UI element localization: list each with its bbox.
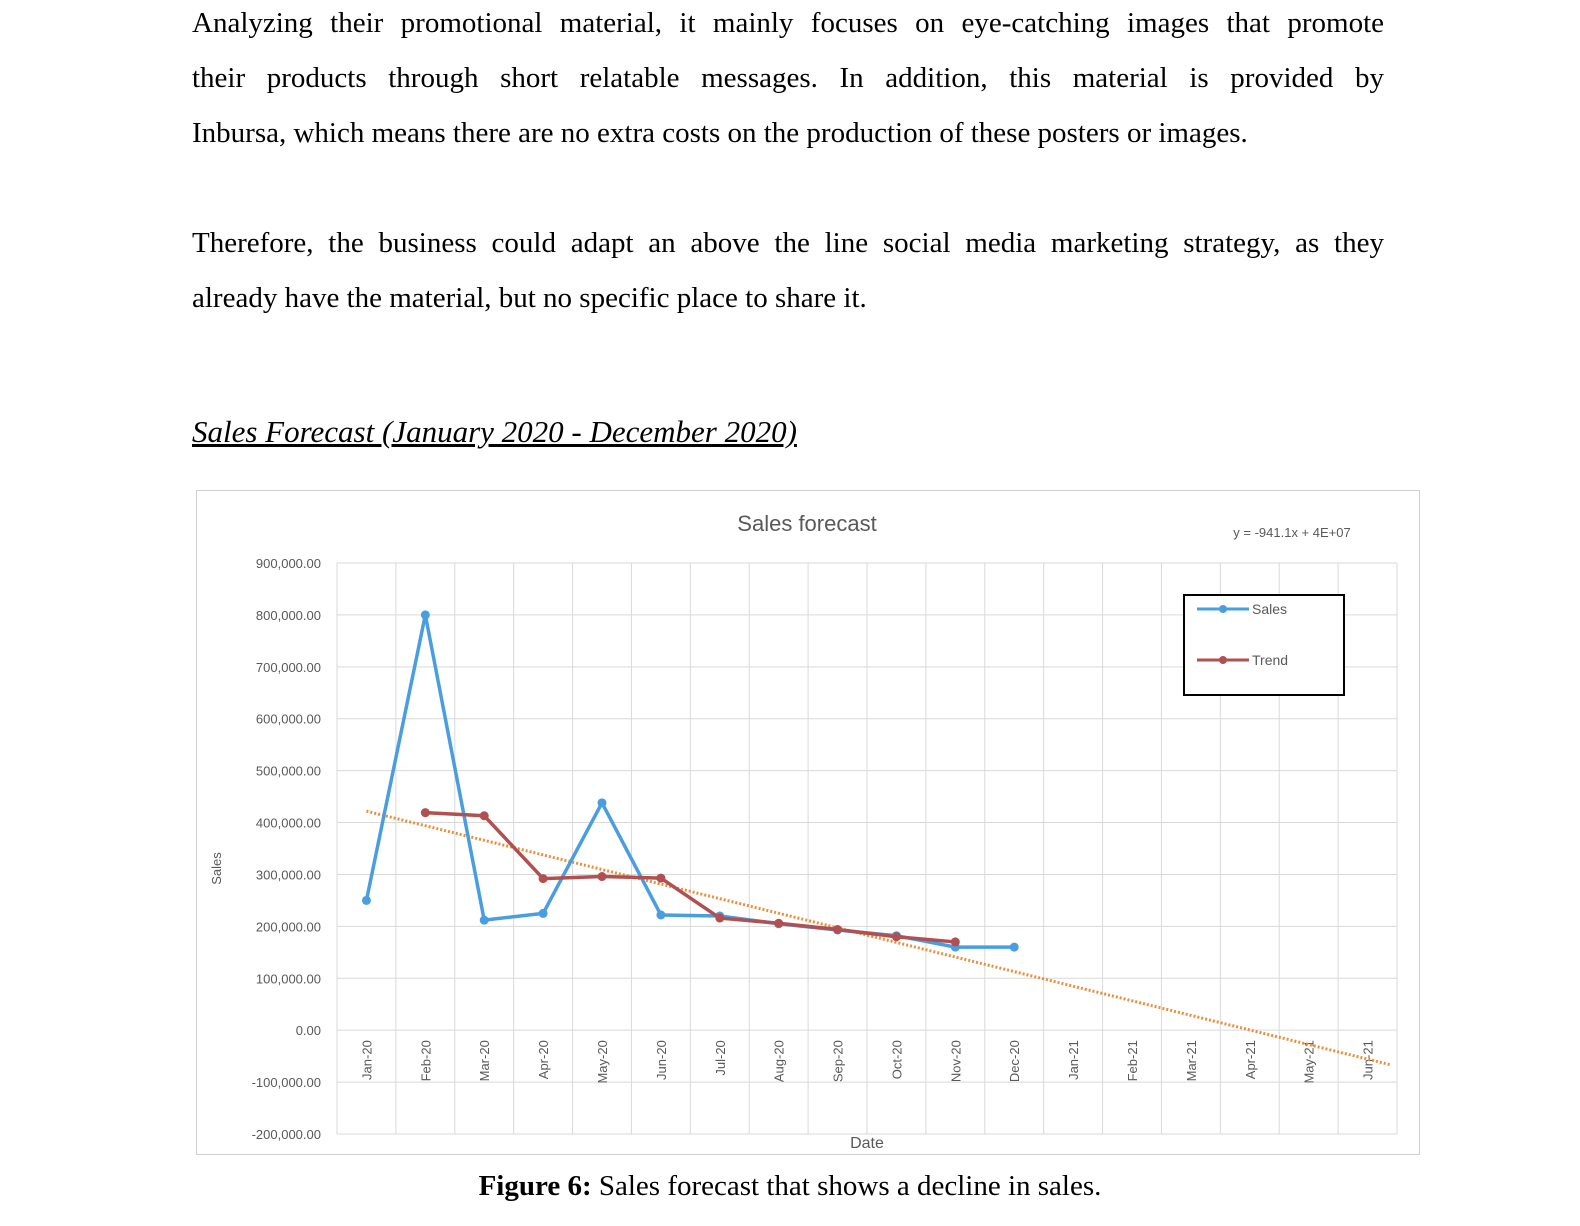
data-point-sales: [656, 910, 666, 920]
chart-title: Sales forecast: [737, 511, 876, 536]
y-tick-label: 700,000.00: [256, 660, 321, 675]
legend: Sales Trend: [1183, 594, 1345, 696]
x-tick-label: Jan-21: [1066, 1040, 1081, 1080]
y-tick-label: 200,000.00: [256, 919, 321, 934]
x-axis-label: Date: [850, 1135, 884, 1152]
figure-caption: Figure 6: Sales forecast that shows a de…: [0, 1170, 1580, 1203]
paragraph-line: their products through short relatable m…: [192, 62, 1384, 94]
data-point-trend: [538, 874, 548, 884]
legend-marker-trend: [1219, 656, 1227, 664]
sales-forecast-chart: Sales forecast y = -941.1x + 4E+07 900,000…: [209, 511, 1398, 1152]
paragraph-line: Analyzing their promotional material, it…: [192, 7, 1384, 39]
x-tick-label: May-20: [595, 1040, 610, 1083]
y-tick-label: -200,000.00: [252, 1127, 321, 1142]
x-tick-label: Mar-21: [1184, 1040, 1199, 1081]
trendline-equation: y = -941.1x + 4E+07: [1233, 525, 1350, 540]
data-point-trend: [891, 932, 901, 942]
y-tick-label: 300,000.00: [256, 867, 321, 882]
x-tick-label: Jun-20: [654, 1040, 669, 1080]
paragraph-promotional-material: Analyzing their promotional material, it…: [192, 0, 1384, 161]
x-tick-label: Aug-20: [772, 1040, 787, 1082]
x-tick-label: Mar-20: [477, 1040, 492, 1081]
y-tick-label: 500,000.00: [256, 764, 321, 779]
data-point-sales: [597, 798, 607, 808]
legend-label-sales: Sales: [1252, 601, 1287, 617]
paragraph-line: already have the material, but no specif…: [192, 282, 867, 314]
y-tick-label: 0.00: [296, 1023, 321, 1038]
legend-label-trend: Trend: [1252, 652, 1288, 668]
data-point-sales: [1009, 942, 1019, 952]
x-tick-label: Apr-21: [1243, 1040, 1258, 1079]
data-point-trend: [656, 873, 666, 883]
data-point-sales: [361, 895, 371, 905]
y-tick-label: 800,000.00: [256, 608, 321, 623]
x-tick-label: Nov-20: [948, 1040, 963, 1082]
caption-text: Sales forecast that shows a decline in s…: [591, 1170, 1102, 1202]
y-tick-label: 100,000.00: [256, 971, 321, 986]
section-title: Sales Forecast (January 2020 - December …: [192, 414, 797, 449]
chart-container: Sales forecast y = -941.1x + 4E+07 900,000…: [196, 490, 1420, 1155]
caption-label: Figure 6:: [478, 1170, 592, 1202]
linear-trendline: [366, 809, 1392, 1067]
data-point-sales: [479, 915, 489, 925]
y-axis-label: Sales: [209, 852, 224, 885]
data-point-sales: [538, 908, 548, 918]
y-tick-label: 400,000.00: [256, 816, 321, 831]
data-point-trend: [715, 913, 725, 923]
y-tick-label: -100,000.00: [252, 1075, 321, 1090]
y-tick-label: 600,000.00: [256, 712, 321, 727]
y-tick-label: 900,000.00: [256, 556, 321, 571]
series-line-trend: [425, 810, 956, 944]
x-tick-label: Dec-20: [1007, 1040, 1022, 1082]
data-point-trend: [597, 872, 607, 882]
x-tick-label: Jul-20: [713, 1040, 728, 1075]
data-point-trend: [950, 937, 960, 947]
paragraph-line: Therefore, the business could adapt an a…: [192, 227, 1384, 259]
x-tick-label: Sep-20: [831, 1040, 846, 1082]
x-tick-label: Jan-20: [359, 1040, 374, 1080]
paragraph-line: Inbursa, which means there are no extra …: [192, 117, 1248, 149]
data-point-sales: [420, 610, 430, 620]
paragraph-marketing-strategy: Therefore, the business could adapt an a…: [192, 216, 1384, 326]
x-tick-label: May-21: [1302, 1040, 1317, 1083]
x-tick-label: Apr-20: [536, 1040, 551, 1079]
x-tick-label: Oct-20: [889, 1040, 904, 1079]
data-point-trend: [420, 808, 430, 818]
data-point-trend: [479, 811, 489, 821]
x-tick-label: Feb-20: [418, 1040, 433, 1081]
legend-box: [1183, 594, 1345, 696]
x-tick-label: Feb-21: [1125, 1040, 1140, 1081]
legend-marker-sales: [1219, 605, 1227, 613]
data-point-trend: [833, 924, 843, 934]
data-point-trend: [774, 918, 784, 928]
